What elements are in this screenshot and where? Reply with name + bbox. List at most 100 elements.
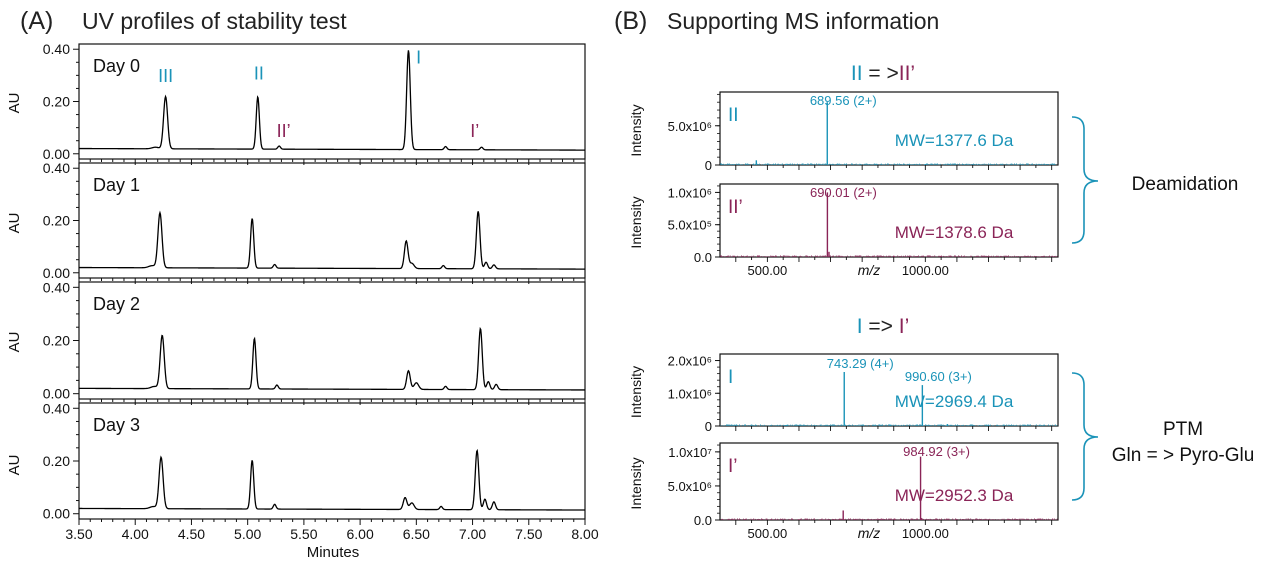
ms-intensity-label: Intensity bbox=[628, 457, 644, 509]
uv-frame-2 bbox=[78, 281, 586, 400]
pair-title-ii: II = >II’ bbox=[851, 62, 915, 85]
ms-spectrum-name: II bbox=[728, 105, 739, 126]
brace-label-ptm-line2: Gln = > Pyro-Glu bbox=[1112, 445, 1255, 466]
uv-ytick-label: 0.40 bbox=[43, 400, 70, 416]
y-axis-label-day0: AU bbox=[6, 93, 23, 114]
ms-noise bbox=[720, 163, 1058, 165]
uv-day-label-2: Day 2 bbox=[93, 294, 140, 314]
mz-label-bottom: m/z bbox=[858, 525, 881, 541]
uv-peak-label: II bbox=[254, 63, 264, 83]
uv-trace-day-3 bbox=[78, 448, 586, 511]
brace-label-deamidation: Deamidation bbox=[1132, 174, 1239, 195]
ms-xtick-label: 500.00 bbox=[748, 526, 788, 541]
ms-spectrum-name: I’ bbox=[728, 456, 738, 477]
ms-spectrum-name: II’ bbox=[728, 197, 743, 218]
x-axis-label: Minutes bbox=[307, 544, 360, 561]
uv-day-label-3: Day 3 bbox=[93, 415, 140, 435]
y-axis-label-day3: AU bbox=[6, 455, 23, 476]
pair-ii-to: II’ bbox=[899, 62, 915, 85]
uv-peak-label: III bbox=[158, 66, 173, 86]
mz-label-top: m/z bbox=[858, 262, 881, 278]
uv-ytick-label: 0.00 bbox=[43, 506, 70, 522]
ms-mw-label: MW=2969.4 Da bbox=[895, 392, 1014, 411]
uv-ytick-label: 0.00 bbox=[43, 265, 70, 281]
uv-xtick-label: 5.50 bbox=[290, 526, 317, 542]
panel-b-label: (B) bbox=[614, 7, 647, 35]
uv-day-label-1: Day 1 bbox=[93, 175, 140, 195]
uv-day-label-0: Day 0 bbox=[93, 56, 140, 76]
ms-xtick-label: 1000.00 bbox=[902, 526, 949, 541]
uv-peak-label: I’ bbox=[470, 121, 479, 141]
ms-frame-1 bbox=[719, 91, 1059, 166]
ms-peak-label: 690.01 (2+) bbox=[810, 185, 877, 200]
uv-xtick-label: 3.50 bbox=[65, 526, 92, 542]
ms-noise bbox=[720, 424, 1058, 426]
uv-ytick-label: 0.20 bbox=[43, 333, 70, 349]
uv-xtick-label: 6.00 bbox=[346, 526, 373, 542]
ms-ytick-label: 1.0x10⁶ bbox=[668, 185, 712, 200]
uv-ytick-label: 0.40 bbox=[43, 279, 70, 295]
uv-peak-label: II’ bbox=[277, 121, 291, 141]
ms-spectrum-name: I bbox=[728, 367, 733, 388]
uv-ytick-label: 0.00 bbox=[43, 146, 70, 162]
brace-ptm bbox=[1071, 372, 1099, 501]
uv-ytick-label: 0.00 bbox=[43, 386, 70, 402]
ms-frame-2 bbox=[719, 183, 1059, 258]
ms-ytick-label: 5.0x10⁶ bbox=[668, 479, 712, 494]
uv-xtick-label: 8.00 bbox=[571, 526, 598, 542]
uv-xtick-label: 4.50 bbox=[178, 526, 205, 542]
ms-ytick-label: 0 bbox=[705, 158, 712, 173]
uv-ytick-label: 0.20 bbox=[43, 94, 70, 110]
uv-trace-day-2 bbox=[78, 326, 585, 391]
uv-frame-3 bbox=[78, 402, 586, 520]
uv-ytick-label: 0.20 bbox=[43, 453, 70, 469]
panel-a-label: (A) bbox=[20, 7, 53, 35]
ms-ytick-label: 5.0x10⁶ bbox=[668, 119, 712, 134]
brace-deamidation bbox=[1071, 116, 1099, 244]
uv-xtick-label: 4.00 bbox=[122, 526, 149, 542]
ms-intensity-label: Intensity bbox=[628, 104, 644, 156]
pair-i-arrow: => bbox=[863, 315, 899, 338]
pair-ii-from: II bbox=[851, 62, 863, 85]
uv-xtick-label: 7.00 bbox=[459, 526, 486, 542]
uv-xtick-label: 6.50 bbox=[403, 526, 430, 542]
y-axis-label-day1: AU bbox=[6, 213, 23, 234]
ms-ytick-label: 1.0x10⁶ bbox=[668, 386, 712, 401]
uv-trace-day-1 bbox=[79, 210, 585, 270]
uv-ytick-label: 0.20 bbox=[43, 213, 70, 229]
uv-frame-1 bbox=[78, 162, 586, 279]
ms-ytick-label: 0.0 bbox=[694, 250, 712, 265]
uv-peak-label: I bbox=[416, 48, 421, 68]
ms-peak-label: 689.56 (2+) bbox=[810, 93, 877, 108]
ms-mw-label: MW=1378.6 Da bbox=[895, 223, 1014, 242]
ms-frame-4 bbox=[719, 442, 1059, 521]
uv-frame-0 bbox=[78, 43, 586, 160]
ms-mw-label: MW=1377.6 Da bbox=[895, 131, 1014, 150]
ms-peak-label: 743.29 (4+) bbox=[827, 356, 894, 371]
uv-xtick-label: 5.00 bbox=[234, 526, 261, 542]
ms-intensity-label: Intensity bbox=[628, 366, 644, 418]
uv-ytick-label: 0.40 bbox=[43, 41, 70, 57]
panel-b-title: Supporting MS information bbox=[667, 8, 939, 34]
pair-i-to: I’ bbox=[899, 315, 910, 338]
pair-ii-arrow: = > bbox=[863, 62, 899, 85]
ms-ytick-label: 5.0x10⁵ bbox=[668, 218, 712, 233]
ms-peak-label: 990.60 (3+) bbox=[905, 369, 972, 384]
ms-ytick-label: 1.0x10⁷ bbox=[668, 445, 712, 460]
brace-label-ptm-line1: PTM bbox=[1163, 419, 1203, 440]
ms-intensity-label: Intensity bbox=[628, 196, 644, 248]
ms-peak-label: 984.92 (3+) bbox=[903, 444, 970, 459]
uv-xtick-label: 7.50 bbox=[515, 526, 542, 542]
pair-i-from: I bbox=[857, 315, 863, 338]
ms-xtick-label: 1000.00 bbox=[902, 263, 949, 278]
ms-mw-label: MW=2952.3 Da bbox=[895, 486, 1014, 505]
uv-trace-day-0 bbox=[79, 50, 585, 151]
y-axis-label-day2: AU bbox=[6, 332, 23, 353]
ms-ytick-label: 0.0 bbox=[694, 513, 712, 528]
panel-a-title: UV profiles of stability test bbox=[82, 8, 347, 34]
ms-ytick-label: 2.0x10⁶ bbox=[668, 354, 712, 369]
pair-title-i: I => I’ bbox=[857, 315, 910, 338]
